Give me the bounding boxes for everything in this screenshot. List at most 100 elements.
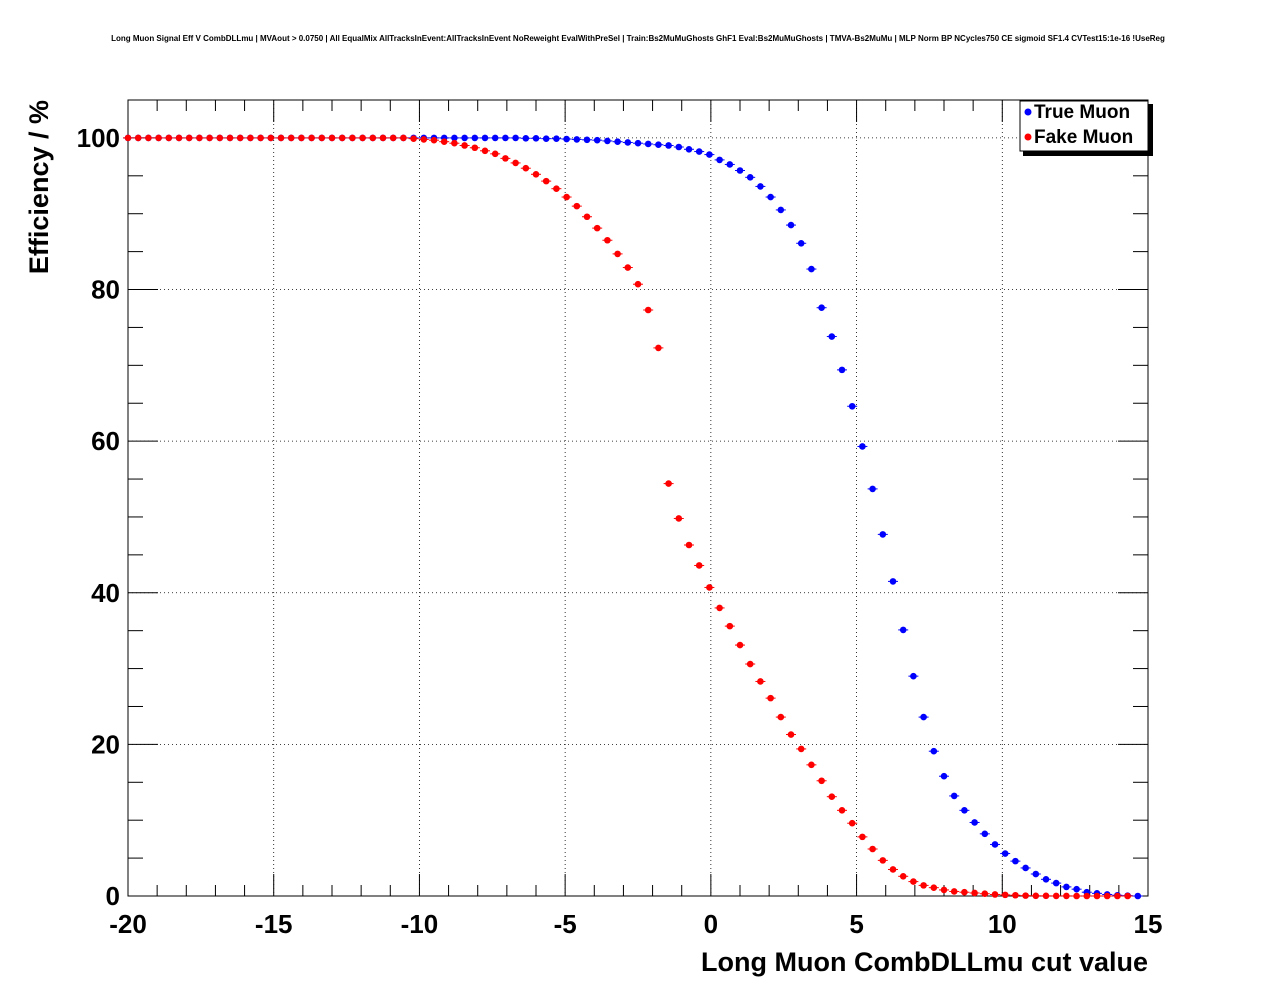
data-point xyxy=(838,807,846,814)
data-point xyxy=(359,134,366,142)
data-point xyxy=(971,889,978,897)
data-point xyxy=(746,660,754,668)
data-point xyxy=(889,866,897,873)
data-point xyxy=(1012,857,1019,865)
data-point xyxy=(859,443,866,450)
y-tick-labels: 0 20 40 60 80 100 xyxy=(77,123,120,911)
data-point xyxy=(155,134,162,142)
data-point xyxy=(1073,885,1080,893)
data-point xyxy=(420,136,428,143)
y-tick-label: 0 xyxy=(106,881,120,911)
data-point xyxy=(308,134,315,142)
data-point xyxy=(236,134,244,142)
data-point xyxy=(389,134,397,142)
data-point xyxy=(328,134,336,142)
y-tick-label: 80 xyxy=(91,275,120,305)
data-point xyxy=(1001,850,1009,857)
data-point xyxy=(553,135,560,142)
data-series xyxy=(123,134,1143,900)
data-point xyxy=(185,134,193,142)
x-tick-label: 5 xyxy=(849,909,863,939)
legend-label-fake-muon: Fake Muon xyxy=(1034,127,1133,148)
data-point xyxy=(593,224,601,232)
data-point xyxy=(848,819,856,827)
data-point xyxy=(797,239,805,247)
data-point xyxy=(655,344,662,352)
data-point xyxy=(165,134,173,142)
data-point xyxy=(695,148,703,155)
data-point xyxy=(828,333,836,340)
data-point xyxy=(624,264,632,271)
data-point xyxy=(583,213,591,221)
data-point xyxy=(848,402,856,410)
legend-box xyxy=(1019,100,1149,152)
x-tick-label: 0 xyxy=(704,909,718,939)
data-point xyxy=(1124,892,1131,900)
legend: True Muon Fake Muon xyxy=(1019,100,1153,156)
data-point xyxy=(491,134,499,142)
data-point xyxy=(777,713,785,721)
data-point xyxy=(1083,892,1091,900)
data-point xyxy=(665,142,672,149)
data-point xyxy=(512,159,519,167)
legend-label-true-muon: True Muon xyxy=(1034,102,1130,123)
data-point xyxy=(573,202,581,210)
data-point xyxy=(910,672,917,680)
data-point xyxy=(318,134,326,142)
data-point xyxy=(1093,892,1101,900)
data-point xyxy=(1063,883,1070,891)
series-true-muon xyxy=(123,134,1143,900)
data-point xyxy=(400,134,407,142)
series-fake-muon xyxy=(123,134,1133,900)
data-point xyxy=(767,193,774,201)
data-point xyxy=(451,134,458,142)
chart-title: Long Muon Signal Eff V CombDLLmu | MVAou… xyxy=(111,34,1165,43)
x-tick-label: -10 xyxy=(401,909,439,939)
data-point xyxy=(930,747,938,755)
data-point xyxy=(1073,892,1080,900)
data-point xyxy=(1103,892,1111,900)
data-point xyxy=(522,164,530,172)
data-point xyxy=(961,807,968,814)
data-point xyxy=(675,515,683,522)
data-point xyxy=(808,265,815,273)
data-point xyxy=(644,306,652,314)
data-point xyxy=(583,136,591,144)
data-point xyxy=(1052,879,1060,887)
data-point xyxy=(736,167,744,174)
data-point xyxy=(736,641,744,649)
data-point xyxy=(553,185,560,192)
data-point xyxy=(991,841,999,848)
data-point xyxy=(950,888,958,895)
data-point xyxy=(808,761,815,769)
data-point xyxy=(471,144,479,152)
plot-frame xyxy=(127,99,1149,897)
data-point xyxy=(889,578,897,585)
data-point xyxy=(655,141,662,149)
data-point xyxy=(665,480,672,487)
x-axis-label: Long Muon CombDLLmu cut value xyxy=(701,947,1148,977)
data-point xyxy=(716,604,723,612)
data-point xyxy=(757,183,764,190)
data-point xyxy=(593,136,601,144)
data-point xyxy=(604,137,611,145)
data-point xyxy=(573,136,581,143)
data-point xyxy=(134,134,142,142)
data-point xyxy=(1042,892,1050,900)
data-point xyxy=(797,745,805,753)
data-point xyxy=(491,150,499,158)
data-point xyxy=(145,134,152,142)
data-point xyxy=(379,134,387,142)
data-point xyxy=(1042,876,1050,883)
data-point xyxy=(542,135,550,142)
data-point xyxy=(614,250,621,258)
data-point xyxy=(818,304,825,312)
data-point xyxy=(767,694,774,702)
data-point xyxy=(532,170,540,178)
data-point xyxy=(502,155,509,162)
legend-marker-true-muon xyxy=(1024,108,1032,116)
data-point xyxy=(461,142,468,149)
data-point xyxy=(991,891,999,898)
data-point xyxy=(481,134,489,142)
